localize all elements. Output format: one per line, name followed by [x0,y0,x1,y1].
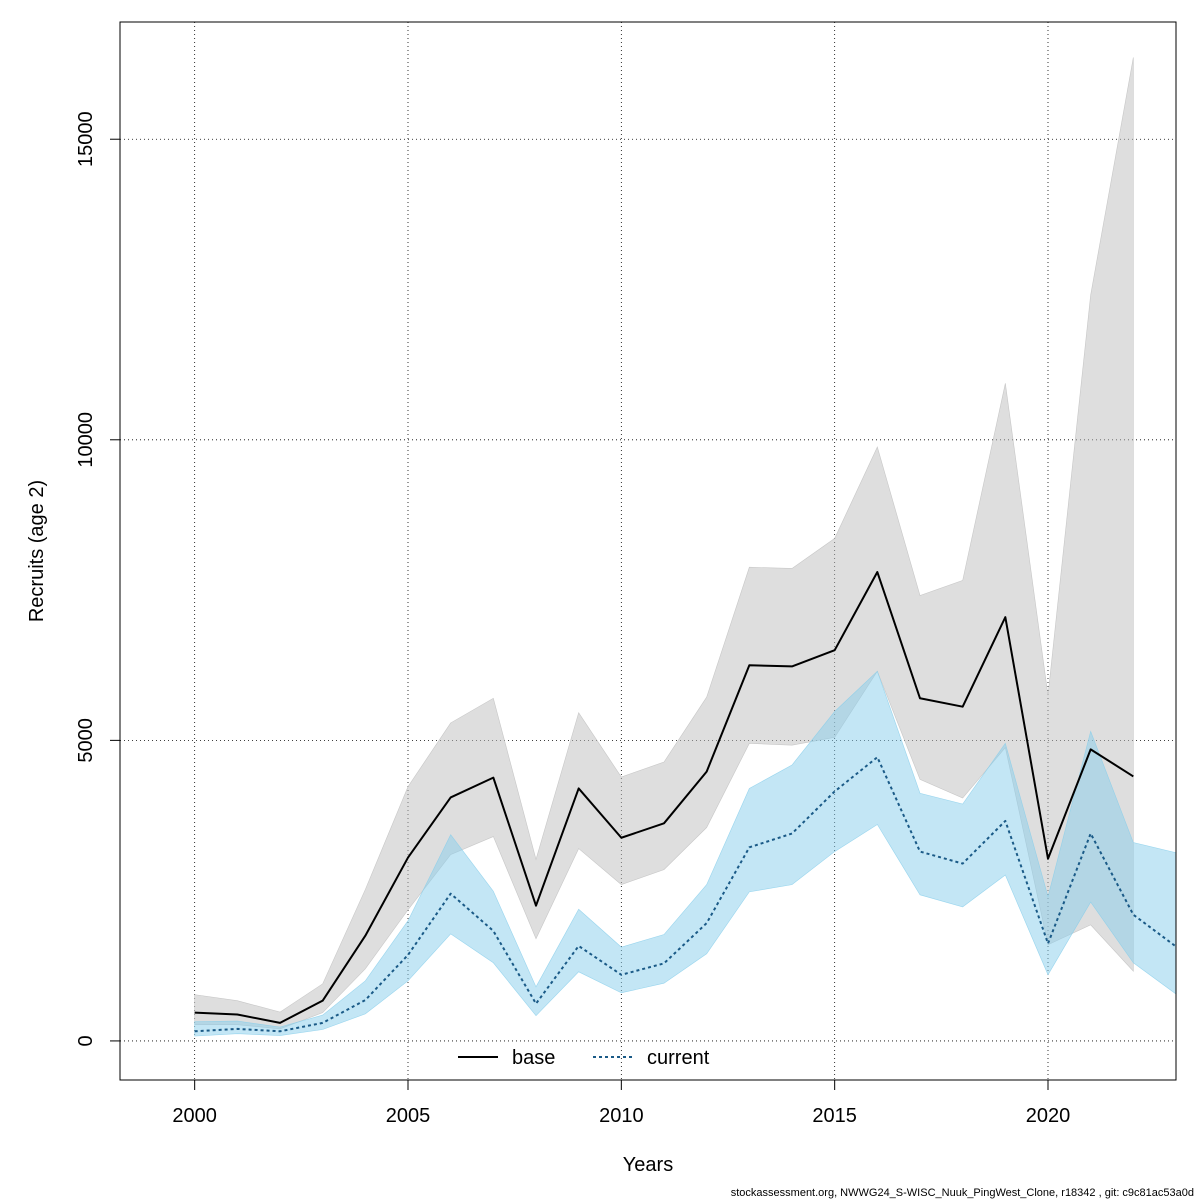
legend-label-base: base [512,1047,555,1069]
x-tick-label: 2020 [1026,1105,1071,1127]
series-line-base [194,571,1134,1024]
y-axis-ticks: 0 5000 10000 15000 [75,111,120,1046]
y-tick-label: 5000 [75,718,97,763]
confidence-band-base [194,57,1134,1030]
series-lines [194,571,1177,1033]
y-tick-label: 15000 [75,111,97,167]
x-axis-title: Years [623,1154,673,1176]
y-tick-label: 10000 [75,412,97,468]
x-tick-label: 2000 [172,1105,217,1127]
y-axis-title: Recruits (age 2) [26,480,48,622]
legend: base current [458,1047,710,1069]
y-tick-label: 0 [75,1035,97,1046]
x-tick-label: 2010 [599,1105,644,1127]
footer-credit: stockassessment.org, NWWG24_S-WISC_Nuuk_… [731,1187,1194,1199]
x-tick-label: 2015 [812,1105,857,1127]
legend-label-current: current [647,1047,710,1069]
plot-frame [119,21,1177,1081]
x-tick-label: 2005 [386,1105,431,1127]
x-axis-ticks: 2000 2005 2010 2015 2020 [172,1080,1070,1127]
series-line-current [194,756,1177,1033]
